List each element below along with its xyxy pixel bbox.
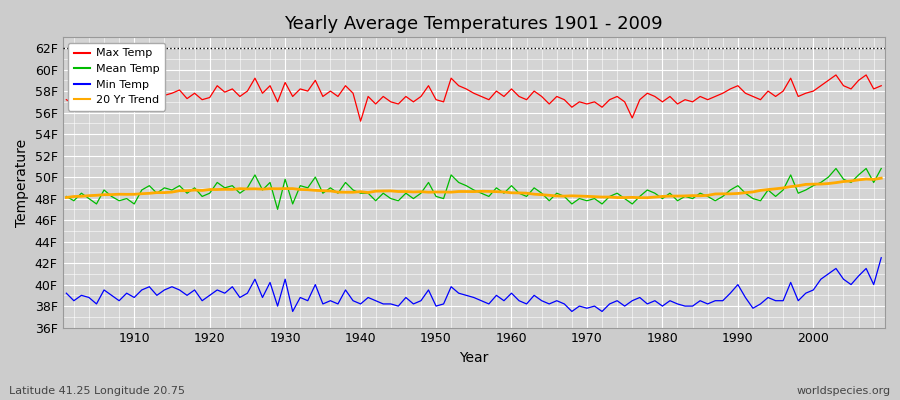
X-axis label: Year: Year <box>459 351 489 365</box>
Legend: Max Temp, Mean Temp, Min Temp, 20 Yr Trend: Max Temp, Mean Temp, Min Temp, 20 Yr Tre… <box>68 43 165 111</box>
Text: Latitude 41.25 Longitude 20.75: Latitude 41.25 Longitude 20.75 <box>9 386 185 396</box>
Text: worldspecies.org: worldspecies.org <box>796 386 891 396</box>
Title: Yearly Average Temperatures 1901 - 2009: Yearly Average Temperatures 1901 - 2009 <box>284 15 663 33</box>
Y-axis label: Temperature: Temperature <box>15 138 29 226</box>
